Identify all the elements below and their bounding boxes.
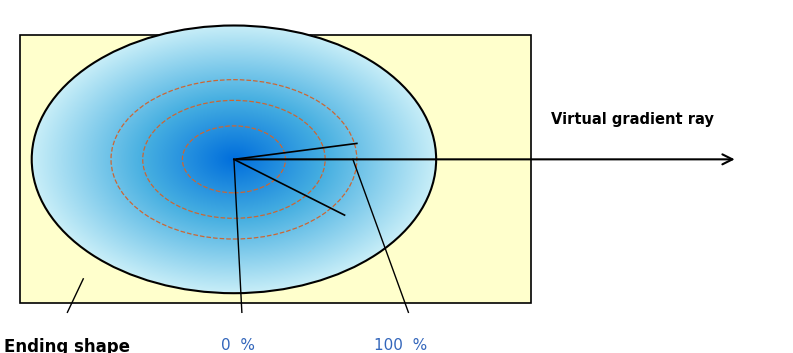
Text: Virtual gradient ray: Virtual gradient ray (551, 112, 714, 127)
Text: 100  %: 100 % (374, 338, 427, 353)
Text: 0  %: 0 % (221, 338, 255, 353)
FancyBboxPatch shape (20, 35, 531, 303)
Text: Ending shape: Ending shape (4, 338, 130, 353)
